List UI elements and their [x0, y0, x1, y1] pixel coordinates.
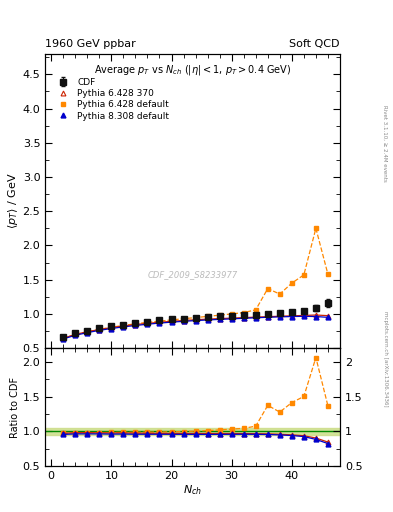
Pythia 6.428 default [290, 280, 294, 286]
Y-axis label: Ratio to CDF: Ratio to CDF [10, 376, 20, 438]
Pythia 8.308 default [157, 320, 162, 326]
Pythia 6.428 370 [265, 313, 270, 319]
Text: Rivet 3.1.10, ≥ 2.4M events: Rivet 3.1.10, ≥ 2.4M events [383, 105, 387, 182]
Pythia 8.308 default [314, 313, 318, 319]
Pythia 6.428 370 [85, 329, 90, 335]
Pythia 6.428 default [97, 326, 102, 332]
Pythia 6.428 default [157, 318, 162, 324]
Pythia 6.428 370 [325, 312, 330, 318]
Pythia 6.428 default [73, 331, 78, 337]
Pythia 6.428 default [325, 271, 330, 278]
Y-axis label: $\langle p_T \rangle$ / GeV: $\langle p_T \rangle$ / GeV [6, 173, 20, 229]
Pythia 8.308 default [301, 313, 306, 319]
Pythia 6.428 370 [253, 314, 258, 320]
Pythia 8.308 default [325, 314, 330, 321]
Pythia 8.308 default [85, 330, 90, 336]
Pythia 6.428 370 [73, 331, 78, 337]
Pythia 6.428 370 [314, 312, 318, 318]
Pythia 8.308 default [229, 316, 234, 322]
Pythia 6.428 370 [277, 313, 282, 319]
Pythia 6.428 370 [181, 317, 186, 324]
Pythia 6.428 370 [145, 321, 150, 327]
Line: Pythia 6.428 370: Pythia 6.428 370 [61, 313, 331, 340]
Pythia 8.308 default [73, 332, 78, 338]
Pythia 6.428 default [301, 272, 306, 278]
Bar [45, 428, 340, 435]
Pythia 6.428 default [169, 317, 174, 323]
Pythia 6.428 370 [109, 325, 114, 331]
Pythia 8.308 default [241, 315, 246, 322]
Pythia 6.428 default [193, 314, 198, 321]
Pythia 8.308 default [253, 315, 258, 321]
Pythia 6.428 370 [301, 312, 306, 318]
Line: Pythia 8.308 default: Pythia 8.308 default [61, 314, 331, 342]
Pythia 6.428 370 [241, 314, 246, 321]
Pythia 8.308 default [181, 318, 186, 325]
Pythia 8.308 default [145, 321, 150, 327]
Pythia 6.428 default [145, 319, 150, 326]
Text: CDF_2009_S8233977: CDF_2009_S8233977 [147, 270, 238, 279]
Pythia 6.428 370 [229, 315, 234, 321]
Pythia 8.308 default [217, 316, 222, 323]
Pythia 6.428 370 [97, 327, 102, 333]
Pythia 6.428 default [314, 225, 318, 231]
Pythia 8.308 default [290, 313, 294, 319]
Pythia 6.428 370 [61, 335, 66, 342]
Pythia 8.308 default [121, 324, 126, 330]
Pythia 6.428 default [241, 309, 246, 315]
Pythia 6.428 370 [169, 318, 174, 325]
Pythia 8.308 default [205, 317, 210, 323]
Pythia 8.308 default [133, 323, 138, 329]
Text: 1960 GeV ppbar: 1960 GeV ppbar [45, 38, 136, 49]
Pythia 6.428 default [121, 323, 126, 329]
Pythia 6.428 370 [121, 323, 126, 329]
Pythia 6.428 default [133, 321, 138, 327]
Pythia 8.308 default [277, 314, 282, 320]
X-axis label: $N_{ch}$: $N_{ch}$ [183, 483, 202, 497]
Pythia 6.428 default [85, 329, 90, 335]
Pythia 6.428 default [253, 307, 258, 313]
Pythia 6.428 370 [133, 322, 138, 328]
Line: Pythia 6.428 default: Pythia 6.428 default [61, 226, 331, 340]
Pythia 6.428 default [277, 291, 282, 297]
Pythia 6.428 370 [157, 319, 162, 325]
Pythia 8.308 default [265, 314, 270, 321]
Pythia 6.428 370 [217, 315, 222, 322]
Pythia 6.428 370 [205, 316, 210, 322]
Pythia 8.308 default [97, 327, 102, 333]
Text: Soft QCD: Soft QCD [290, 38, 340, 49]
Pythia 6.428 default [61, 335, 66, 342]
Pythia 8.308 default [109, 326, 114, 332]
Pythia 6.428 default [181, 315, 186, 322]
Legend: CDF, Pythia 6.428 370, Pythia 6.428 default, Pythia 8.308 default: CDF, Pythia 6.428 370, Pythia 6.428 defa… [53, 76, 171, 122]
Pythia 6.428 370 [290, 313, 294, 319]
Text: mcplots.cern.ch [arXiv:1306.3436]: mcplots.cern.ch [arXiv:1306.3436] [383, 311, 387, 406]
Pythia 6.428 default [265, 286, 270, 292]
Pythia 8.308 default [169, 319, 174, 325]
Pythia 6.428 370 [193, 317, 198, 323]
Pythia 6.428 default [217, 312, 222, 318]
Pythia 8.308 default [61, 336, 66, 342]
Text: Average $p_T$ vs $N_{ch}$ ($|\eta| < 1$, $p_T > 0.4$ GeV): Average $p_T$ vs $N_{ch}$ ($|\eta| < 1$,… [94, 62, 291, 77]
Pythia 6.428 default [109, 324, 114, 330]
Pythia 8.308 default [193, 317, 198, 324]
Pythia 6.428 default [205, 313, 210, 319]
Pythia 6.428 default [229, 311, 234, 317]
